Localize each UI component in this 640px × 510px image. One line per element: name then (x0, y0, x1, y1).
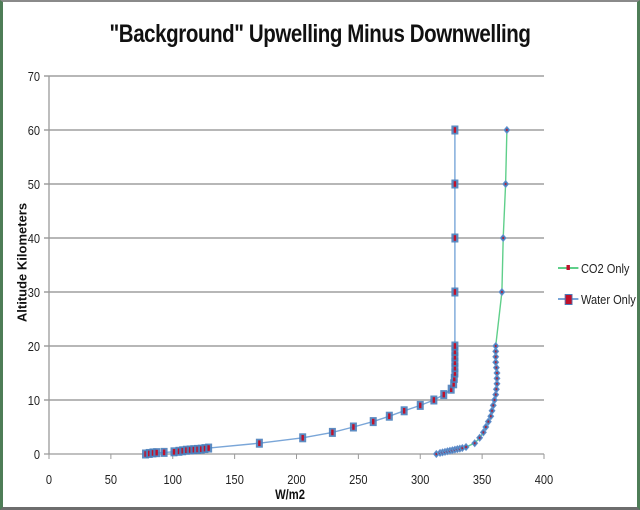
y-tick-label: 10 (28, 393, 41, 408)
co2-marker-center (496, 372, 498, 374)
x-tick-label: 400 (535, 472, 554, 487)
co2-marker-center (496, 382, 498, 385)
water-marker-center (402, 408, 406, 414)
co2-marker-center (504, 183, 507, 185)
x-tick-label: 250 (349, 472, 368, 487)
water-marker-center (419, 402, 422, 409)
water-marker-center (151, 450, 155, 456)
water-marker-center (372, 418, 375, 425)
x-tick-label: 300 (411, 472, 430, 487)
chart-title: "Background" Upwelling Minus Downwelling (109, 20, 531, 48)
water-marker-center (453, 375, 456, 382)
y-tick-label: 30 (28, 285, 41, 300)
water-marker-center (453, 364, 457, 371)
water-marker-center (177, 448, 181, 455)
water-marker-center (155, 449, 158, 456)
water-marker-center (172, 449, 176, 455)
y-tick-label: 0 (34, 447, 40, 462)
water-marker-center (188, 447, 192, 453)
y-tick-label: 40 (28, 231, 41, 246)
water-marker-center (453, 348, 457, 355)
legend: CO2 Only Water Only (558, 258, 640, 320)
water-marker-center (181, 447, 184, 454)
water-marker-center (203, 445, 207, 452)
water-marker-center (207, 445, 210, 451)
co2-marker-center (482, 431, 485, 434)
co2-marker-center (473, 442, 476, 445)
water-marker-center (192, 446, 195, 453)
water-marker-center (453, 127, 457, 133)
co2-marker-center (502, 237, 504, 239)
co2-marker-center (494, 350, 497, 353)
x-tick-label: 100 (164, 472, 183, 487)
water-marker-center (301, 435, 304, 441)
co2-marker-center (494, 345, 497, 347)
water-marker-center (452, 381, 455, 387)
water-marker-center (388, 413, 391, 419)
water-marker-center (453, 354, 457, 360)
water-marker-center (196, 446, 199, 453)
water-marker-center (258, 440, 261, 446)
water-marker-center (453, 370, 457, 376)
water-marker-center (453, 359, 457, 365)
co2-marker-center (489, 415, 492, 418)
legend-co2-swatch-icon (558, 262, 579, 274)
water-marker-center (352, 424, 355, 430)
co2-marker-center (435, 453, 438, 455)
water-marker-center (331, 429, 334, 436)
y-tick-label: 50 (28, 177, 41, 192)
x-tick-label: 50 (105, 472, 118, 487)
legend-co2-label: CO2 Only (580, 260, 630, 276)
co2-marker-center (495, 366, 498, 369)
co2-marker-center (494, 361, 497, 364)
co2-marker-center (495, 388, 498, 391)
water-marker-center (162, 449, 166, 456)
x-tick-label: 150 (225, 472, 244, 487)
y-tick-label: 20 (28, 339, 41, 354)
water-marker-center (442, 391, 445, 398)
water-marker-center (185, 447, 188, 454)
x-axis-label: W/m2 (275, 486, 305, 502)
water-marker-center (200, 446, 203, 452)
co2-marker-center (506, 129, 508, 131)
co2-marker-center (494, 393, 497, 396)
x-tick-label: 200 (287, 472, 306, 487)
legend-item-water: Water Only (558, 289, 636, 309)
x-tick-label: 0 (46, 472, 52, 487)
co2-marker-center (496, 377, 498, 380)
legend-water-label: Water Only (580, 291, 636, 307)
y-tick-label: 70 (28, 69, 41, 84)
co2-marker-center (487, 420, 490, 423)
water-marker-center (453, 181, 457, 187)
water-marker-center (453, 235, 457, 241)
co2-marker-center (491, 409, 493, 412)
co2-marker-center (461, 447, 464, 450)
co2-marker-center (465, 445, 467, 448)
co2-marker-center (494, 355, 497, 358)
water-marker-center (453, 289, 457, 295)
water-marker-center (148, 450, 151, 457)
water-marker-center (453, 343, 457, 349)
legend-water-swatch-icon (558, 293, 579, 305)
x-tick-label: 350 (473, 472, 492, 487)
water-marker-center (449, 386, 453, 392)
co2-marker-center (485, 426, 487, 428)
co2-marker-center (478, 436, 481, 439)
y-tick-label: 60 (28, 123, 41, 138)
co2-marker-center (492, 404, 495, 407)
water-marker-center (144, 451, 147, 457)
co2-marker-center (493, 399, 496, 401)
co2-marker-center (501, 291, 503, 293)
legend-item-co2: CO2 Only (558, 258, 636, 278)
water-marker-center (432, 397, 436, 403)
